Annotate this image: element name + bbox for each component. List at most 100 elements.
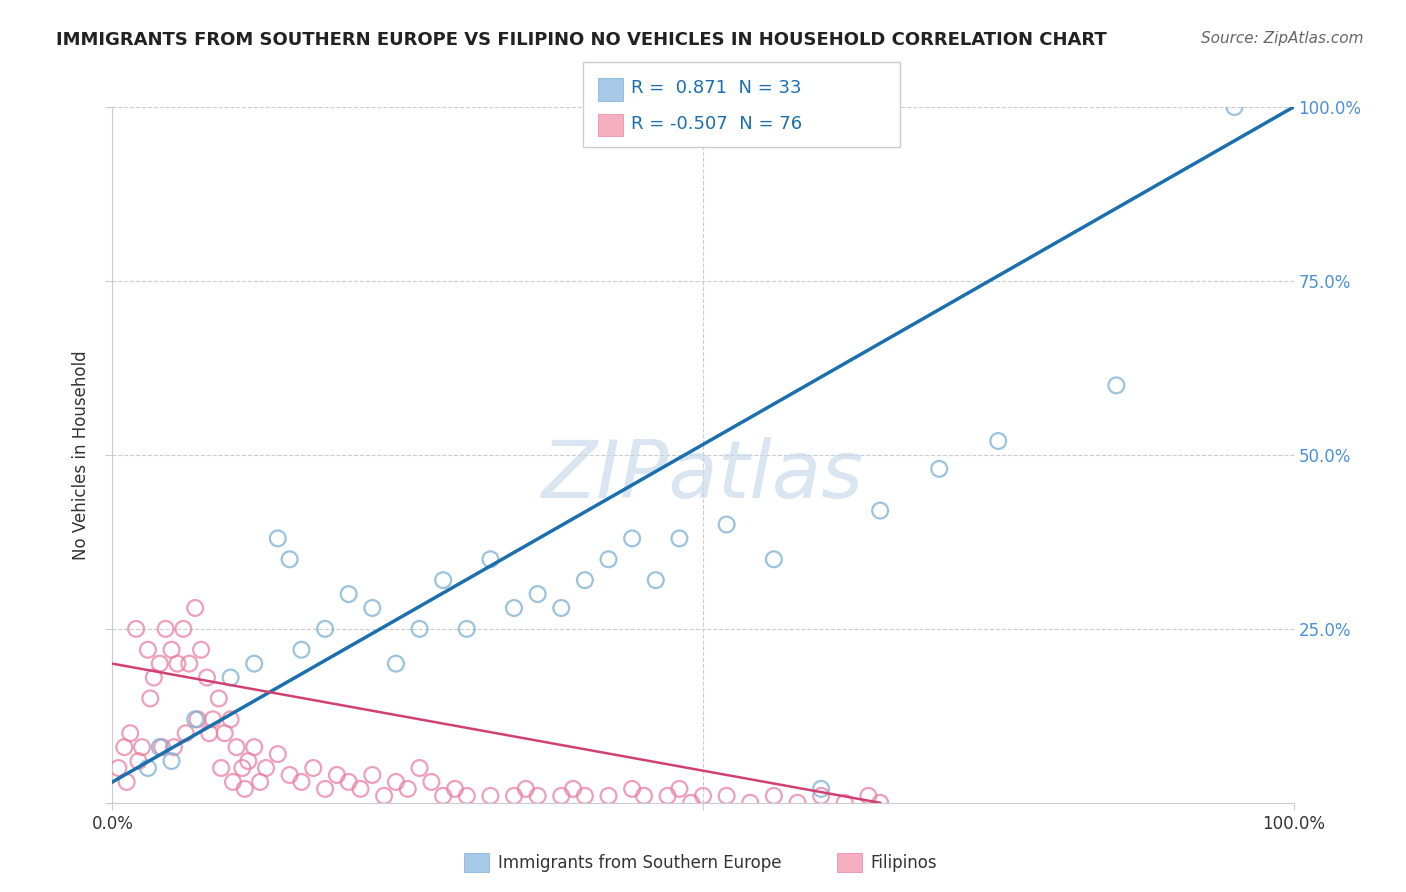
- Point: [479, 552, 502, 566]
- Point: [420, 775, 443, 789]
- Point: [716, 789, 738, 803]
- Point: [195, 671, 218, 685]
- Point: [550, 601, 572, 615]
- Point: [186, 712, 208, 726]
- Point: [149, 657, 172, 671]
- Point: [1105, 378, 1128, 392]
- Point: [834, 796, 856, 810]
- Point: [432, 573, 454, 587]
- Point: [201, 712, 224, 726]
- Point: [112, 740, 135, 755]
- Point: [142, 671, 165, 685]
- Point: [526, 587, 548, 601]
- Point: [444, 781, 467, 796]
- Point: [254, 761, 277, 775]
- Point: [125, 622, 148, 636]
- Point: [550, 789, 572, 803]
- Point: [120, 726, 142, 740]
- Point: [928, 462, 950, 476]
- Point: [267, 747, 290, 761]
- Point: [361, 768, 384, 782]
- Point: [373, 789, 395, 803]
- Point: [326, 768, 349, 782]
- Point: [278, 768, 301, 782]
- Point: [526, 789, 548, 803]
- Point: [503, 789, 526, 803]
- Point: [136, 642, 159, 657]
- Point: [127, 754, 149, 768]
- Point: [361, 601, 384, 615]
- Point: [219, 671, 242, 685]
- Point: [633, 789, 655, 803]
- Point: [314, 781, 336, 796]
- Point: [115, 775, 138, 789]
- Point: [231, 761, 253, 775]
- Point: [238, 754, 260, 768]
- Point: [598, 552, 620, 566]
- Point: [219, 712, 242, 726]
- Point: [155, 622, 177, 636]
- Point: [131, 740, 153, 755]
- Point: [149, 740, 172, 755]
- Point: [503, 601, 526, 615]
- Point: [869, 796, 891, 810]
- Point: [139, 691, 162, 706]
- Point: [432, 789, 454, 803]
- Point: [225, 740, 247, 755]
- Point: [668, 781, 690, 796]
- Point: [858, 789, 880, 803]
- Point: [408, 622, 430, 636]
- Point: [598, 789, 620, 803]
- Point: [668, 532, 690, 546]
- Point: [172, 622, 194, 636]
- Point: [762, 552, 785, 566]
- Point: [163, 740, 186, 755]
- Point: [1223, 100, 1246, 114]
- Point: [740, 796, 762, 810]
- Point: [786, 796, 808, 810]
- Text: Source: ZipAtlas.com: Source: ZipAtlas.com: [1201, 31, 1364, 46]
- Point: [190, 642, 212, 657]
- Point: [222, 775, 245, 789]
- Point: [198, 726, 221, 740]
- Point: [762, 789, 785, 803]
- Point: [574, 573, 596, 587]
- Point: [184, 601, 207, 615]
- Point: [716, 517, 738, 532]
- Point: [479, 789, 502, 803]
- Point: [337, 775, 360, 789]
- Point: [290, 775, 312, 789]
- Point: [208, 691, 231, 706]
- Y-axis label: No Vehicles in Household: No Vehicles in Household: [72, 350, 90, 560]
- Point: [166, 657, 188, 671]
- Point: [621, 532, 644, 546]
- Point: [408, 761, 430, 775]
- Point: [456, 622, 478, 636]
- Point: [179, 657, 201, 671]
- Point: [456, 789, 478, 803]
- Text: ZIPatlas: ZIPatlas: [541, 437, 865, 515]
- Point: [107, 761, 129, 775]
- Point: [869, 503, 891, 517]
- Point: [243, 740, 266, 755]
- Point: [562, 781, 585, 796]
- Point: [136, 761, 159, 775]
- Text: Filipinos: Filipinos: [870, 854, 936, 871]
- Text: R = -0.507  N = 76: R = -0.507 N = 76: [631, 115, 803, 133]
- Point: [681, 796, 703, 810]
- Point: [987, 434, 1010, 448]
- Point: [574, 789, 596, 803]
- Point: [810, 781, 832, 796]
- Point: [657, 789, 679, 803]
- Text: Immigrants from Southern Europe: Immigrants from Southern Europe: [498, 854, 782, 871]
- Point: [267, 532, 290, 546]
- Point: [214, 726, 236, 740]
- Point: [621, 781, 644, 796]
- Point: [692, 789, 714, 803]
- Point: [243, 657, 266, 671]
- Point: [184, 712, 207, 726]
- Point: [209, 761, 232, 775]
- Point: [150, 740, 173, 755]
- Point: [249, 775, 271, 789]
- Point: [385, 657, 408, 671]
